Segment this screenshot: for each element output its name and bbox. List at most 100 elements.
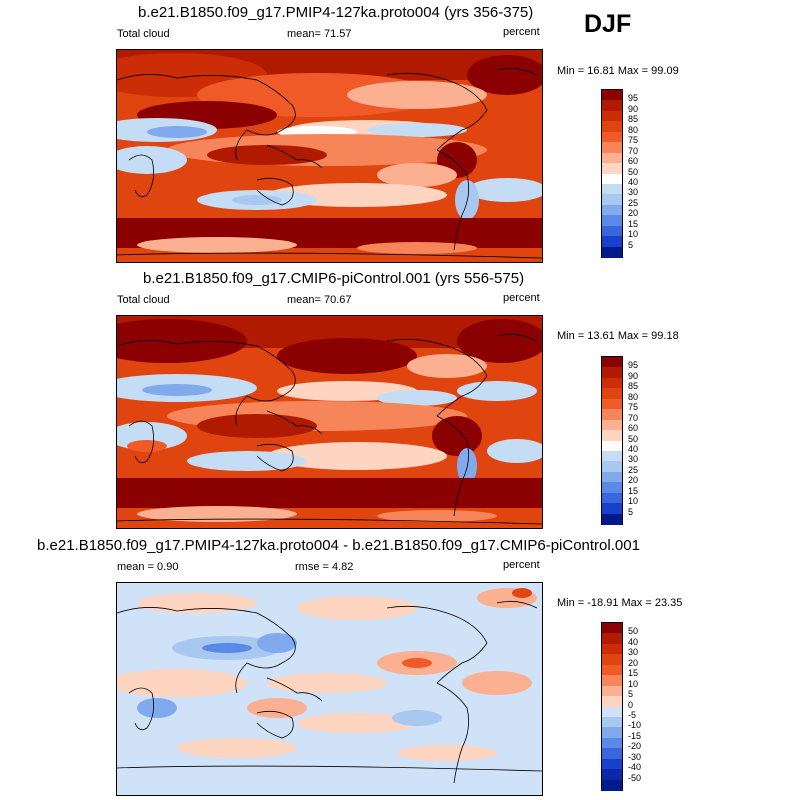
colorbar-tick-label: 85 [628,114,639,125]
colorbar-segment [602,204,622,216]
colorbar-tick-label: 80 [628,391,639,402]
colorbar-segment [602,121,622,133]
colorbar-tick-label: 50 [628,433,639,444]
colorbar-tick-label: 40 [628,176,639,187]
colorbar-tick-label: 15 [628,218,639,229]
colorbar-segment [602,152,622,164]
colorbar-segment [602,142,622,154]
panel1-title: b.e21.B1850.f09_g17.PMIP4-127ka.proto004… [138,4,534,21]
panel2-minmax: Min = 13.61 Max = 99.18 [557,330,679,342]
colorbar-segment [602,685,622,697]
colorbar-tick-label: 80 [628,124,639,135]
colorbar-tick-label: 75 [628,402,639,413]
colorbar-tick-label: 25 [628,197,639,208]
colorbar-segment [602,737,622,749]
colorbar-segment [602,758,622,770]
panel1-map [116,49,543,263]
colorbar-tick-label: 85 [628,381,639,392]
colorbar-tick-label: 60 [628,156,639,167]
colorbar-segment [602,246,622,258]
colorbar-tick-label: 15 [628,668,639,679]
colorbar-tick-label: -50 [628,772,642,783]
colorbar-segment [602,675,622,687]
colorbar-segment [602,110,622,122]
colorbar-segment [602,748,622,760]
panel2-variable-label: Total cloud [117,294,170,306]
colorbar-segment [602,503,622,515]
colorbar-segment [602,90,622,101]
colorbar-segment [602,450,622,462]
colorbar-segment [602,398,622,410]
colorbar-segment [602,357,622,368]
colorbar-segment [602,513,622,525]
panel1-units-label: percent [503,26,540,38]
colorbar-segment [602,633,622,645]
colorbar-segment [602,482,622,494]
colorbar-tick-label: 0 [628,699,634,710]
colorbar-segment [602,409,622,421]
colorbar-tick-label: 95 [628,360,639,371]
colorbar-segment [602,643,622,655]
colorbar-tick-label: -20 [628,741,642,752]
colorbar-segment [602,173,622,185]
colorbar-tick-label: -5 [628,709,637,720]
colorbar-segment [602,131,622,143]
panel2-mean-label: mean= 70.67 [287,294,352,306]
colorbar-tick-label: 5 [628,689,634,700]
colorbar-tick-label: 5 [628,239,634,250]
colorbar-segment [602,664,622,676]
panel2-colorbar [601,356,623,525]
colorbar-tick-label: 20 [628,475,639,486]
colorbar-segment [602,419,622,431]
panel3-units-label: percent [503,559,540,571]
colorbar-segment [602,430,622,441]
colorbar-segment [602,215,622,227]
colorbar-segment [602,696,622,707]
panel2-units-label: percent [503,292,540,304]
colorbar-tick-label: 25 [628,464,639,475]
colorbar-segment [602,225,622,237]
colorbar-segment [602,716,622,728]
colorbar-segment [602,100,622,112]
colorbar-tick-label: 15 [628,485,639,496]
season-label: DJF [584,10,632,38]
panel3-mean-label: mean = 0.90 [117,561,179,573]
colorbar-tick-label: 70 [628,412,639,423]
colorbar-tick-label: 95 [628,93,639,104]
panel1-mean-label: mean= 71.57 [287,28,352,40]
colorbar-segment [602,492,622,504]
colorbar-segment [602,706,622,718]
colorbar-segment [602,727,622,739]
colorbar-tick-label: -15 [628,730,642,741]
colorbar-tick-label: 10 [628,229,639,240]
colorbar-tick-label: -30 [628,751,642,762]
colorbar-segment [602,367,622,379]
panel3-title: b.e21.B1850.f09_g17.PMIP4-127ka.proto004… [37,537,640,554]
panel1-colorbar [601,89,623,258]
colorbar-segment [602,461,622,473]
colorbar-tick-label: 50 [628,166,639,177]
colorbar-segment [602,769,622,781]
colorbar-tick-label: 40 [628,636,639,647]
panel2-title: b.e21.B1850.f09_g17.CMIP6-piControl.001 … [143,270,525,287]
panel2-map [116,315,543,529]
colorbar-tick-label: 20 [628,657,639,668]
colorbar-tick-label: 50 [628,626,639,637]
colorbar-tick-label: 40 [628,443,639,454]
colorbar-tick-label: 60 [628,423,639,434]
colorbar-segment [602,440,622,452]
panel1-minmax: Min = 16.81 Max = 99.09 [557,65,679,77]
colorbar-segment [602,471,622,483]
colorbar-tick-label: 20 [628,208,639,219]
panel3-colorbar [601,622,623,791]
colorbar-segment [602,654,622,666]
colorbar-tick-label: 30 [628,187,639,198]
colorbar-segment [602,163,622,174]
colorbar-segment [602,194,622,206]
colorbar-tick-label: 75 [628,135,639,146]
colorbar-segment [602,779,622,791]
colorbar-tick-label: 90 [628,370,639,381]
panel3-map [116,582,543,796]
panel3-minmax: Min = -18.91 Max = 23.35 [557,597,683,609]
colorbar-tick-label: 10 [628,678,639,689]
